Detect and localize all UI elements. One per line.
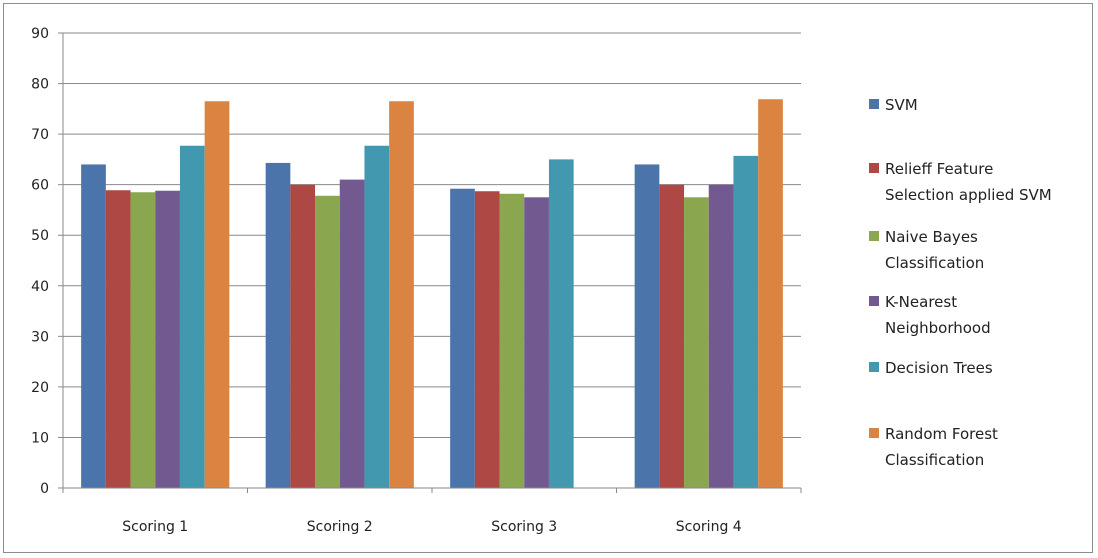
bar: [524, 197, 549, 489]
bar: [105, 190, 131, 488]
legend-label: Classification: [885, 254, 984, 272]
legend-swatch: [869, 428, 879, 438]
bar: [758, 99, 783, 488]
bars: [81, 99, 783, 489]
legend-label: Naive Bayes: [885, 228, 978, 246]
y-tick-label: 20: [31, 380, 49, 396]
bar: [364, 145, 390, 488]
bar: [474, 191, 500, 488]
x-tick-label: Scoring 1: [122, 519, 188, 535]
bar: [265, 162, 291, 488]
bar: [339, 179, 365, 488]
legend-label: Decision Trees: [885, 359, 993, 377]
bar: [499, 193, 525, 488]
bar: [130, 192, 156, 488]
legend-swatch: [869, 163, 879, 173]
bar: [315, 195, 340, 489]
bar: [634, 164, 660, 488]
legend-swatch: [869, 296, 879, 306]
bar: [389, 101, 414, 488]
y-tick-label: 50: [31, 228, 49, 244]
y-tick-label: 10: [31, 430, 49, 446]
x-tick-label: Scoring 3: [491, 519, 557, 535]
axes: [58, 32, 802, 493]
legend-label: Neighborhood: [885, 319, 991, 337]
y-tick-label: 90: [31, 26, 49, 42]
bar: [659, 184, 685, 488]
legend-swatch: [869, 231, 879, 241]
legend-label: Classification: [885, 451, 984, 469]
legend-label: Relieff Feature: [885, 160, 993, 178]
bar: [155, 190, 180, 488]
y-tick-label: 30: [31, 329, 49, 345]
bar: [204, 101, 230, 488]
legend-label: SVM: [885, 96, 918, 114]
legend-swatch: [869, 99, 879, 109]
x-tick-labels: Scoring 1 Scoring 2 Scoring 3 Scoring 4: [122, 519, 742, 535]
bar: [290, 184, 316, 488]
bar: [708, 184, 734, 488]
legend-label: K-Nearest: [885, 293, 957, 311]
legend-label: Selection applied SVM: [885, 186, 1052, 204]
y-tick-label: 0: [40, 481, 49, 497]
bar: [450, 188, 475, 488]
y-tick-label: 40: [31, 279, 49, 295]
bar: [548, 159, 574, 488]
x-tick-label: Scoring 2: [307, 519, 373, 535]
y-tick-label: 80: [31, 77, 49, 93]
y-tick-label: 60: [31, 178, 49, 194]
legend: SVM Relieff Feature Selection applied SVM N…: [869, 96, 1052, 469]
legend-label: Random Forest: [885, 425, 998, 443]
y-tick-label: 70: [31, 127, 49, 143]
bar: [684, 197, 709, 489]
bar: [81, 164, 106, 488]
legend-swatch: [869, 362, 879, 372]
y-tick-labels: 0 10 20 30 40 50 60 70 80 90: [31, 26, 49, 497]
x-tick-label: Scoring 4: [676, 519, 742, 535]
bar: [179, 145, 205, 488]
bar: [733, 155, 759, 488]
